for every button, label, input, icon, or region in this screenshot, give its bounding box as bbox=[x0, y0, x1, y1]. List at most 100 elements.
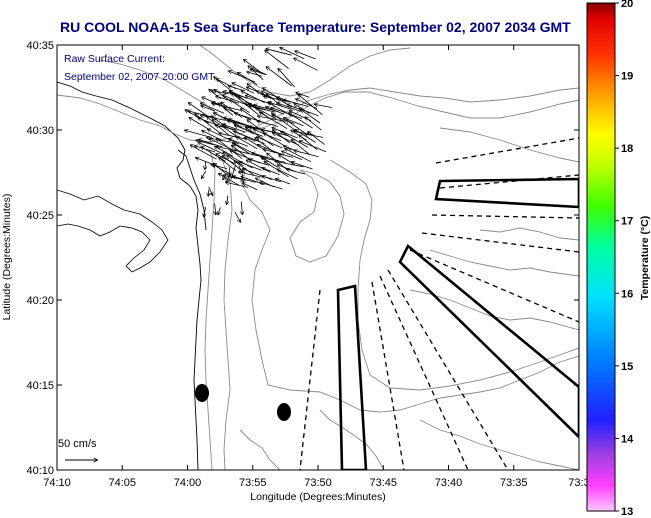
current-vector bbox=[212, 103, 241, 111]
current-vector bbox=[271, 108, 303, 119]
current-vector bbox=[278, 99, 292, 108]
current-vector bbox=[215, 146, 234, 157]
current-vector bbox=[234, 211, 241, 222]
current-vector bbox=[266, 49, 292, 56]
current-vector bbox=[252, 68, 267, 76]
current-vector bbox=[272, 128, 298, 139]
current-vector bbox=[195, 114, 220, 133]
current-vector bbox=[295, 130, 316, 143]
current-vector bbox=[265, 50, 289, 69]
y-tick-label: 40:15 bbox=[26, 380, 54, 392]
x-tick-label: 73:35 bbox=[500, 477, 528, 489]
current-vector bbox=[221, 102, 243, 118]
colorbar-tick-label: 17 bbox=[621, 216, 633, 228]
current-vector bbox=[229, 139, 249, 147]
current-vector bbox=[238, 73, 258, 86]
colorbar-tick-label: 15 bbox=[621, 361, 633, 373]
colorbar-tick-label: 20 bbox=[621, 0, 633, 10]
current-overlay-line1: Raw Surface Current: bbox=[64, 53, 165, 65]
current-vector bbox=[315, 104, 332, 108]
y-tick-label: 40:20 bbox=[26, 295, 54, 307]
x-tick-label: 73:3 bbox=[568, 477, 589, 489]
current-vector bbox=[247, 72, 263, 77]
current-vector bbox=[300, 141, 327, 153]
colorbar-tick-label: 18 bbox=[621, 143, 633, 155]
current-vector bbox=[199, 142, 225, 155]
current-vector bbox=[299, 95, 323, 116]
x-tick-label: 74:10 bbox=[43, 477, 71, 489]
current-vector bbox=[232, 93, 259, 116]
current-vector bbox=[218, 207, 220, 214]
current-vector bbox=[243, 183, 258, 190]
current-vector bbox=[248, 66, 264, 81]
y-tick-label: 40:25 bbox=[26, 210, 54, 222]
colorbar-ticks: 20 19 18 17 16 15 14 13 bbox=[615, 0, 634, 518]
current-vector bbox=[219, 133, 247, 140]
current-vector bbox=[204, 207, 206, 216]
colorbar-tick-label: 14 bbox=[621, 433, 634, 445]
x-tick-label: 73:45 bbox=[369, 477, 397, 489]
current-vector bbox=[202, 170, 207, 178]
current-vector bbox=[257, 121, 279, 127]
current-vector bbox=[273, 130, 291, 144]
station-marker bbox=[277, 403, 291, 421]
y-tick-label: 40:30 bbox=[26, 125, 54, 137]
current-vector bbox=[223, 174, 226, 179]
current-vector bbox=[292, 140, 310, 155]
current-vector bbox=[191, 145, 217, 160]
x-axis-ticks: 74:10 74:05 74:00 73:55 73:50 73:45 73:40 73:35… bbox=[43, 45, 590, 489]
x-tick-label: 73:50 bbox=[304, 477, 332, 489]
current-vector bbox=[276, 179, 291, 185]
colorbar-tick-label: 16 bbox=[621, 288, 633, 300]
current-vector bbox=[216, 96, 240, 104]
current-overlay-line2: September 02, 2007 20:00 GMT bbox=[64, 71, 215, 83]
radar-wedges bbox=[336, 177, 579, 470]
current-vector bbox=[189, 118, 211, 131]
current-vector bbox=[263, 149, 294, 158]
current-vector bbox=[257, 91, 272, 100]
current-vector bbox=[305, 117, 322, 131]
colorbar bbox=[586, 2, 616, 512]
current-vector bbox=[287, 169, 306, 175]
current-vector bbox=[238, 165, 243, 172]
current-vector bbox=[217, 139, 243, 159]
current-vector bbox=[215, 203, 216, 214]
current-vector bbox=[291, 162, 313, 170]
current-vector bbox=[277, 169, 298, 180]
current-vector bbox=[242, 173, 243, 182]
colorbar-label: Temperature (°C) bbox=[639, 216, 651, 301]
current-vector bbox=[254, 105, 280, 113]
current-vector bbox=[241, 201, 242, 215]
current-vector bbox=[280, 48, 305, 60]
current-vector bbox=[258, 116, 286, 122]
current-vector bbox=[272, 113, 297, 132]
current-vector bbox=[308, 132, 325, 145]
current-vector bbox=[295, 51, 316, 60]
y-tick-label: 40:10 bbox=[26, 465, 54, 477]
current-vector bbox=[208, 186, 213, 195]
current-vector bbox=[236, 137, 258, 149]
x-axis-label: Longitude (Degrees:Minutes) bbox=[250, 491, 385, 503]
scale-label: 50 cm/s bbox=[58, 438, 97, 450]
current-vector bbox=[247, 160, 271, 173]
current-vector bbox=[201, 103, 225, 114]
current-vector bbox=[229, 86, 246, 92]
current-vector bbox=[278, 69, 295, 88]
current-vector bbox=[287, 120, 306, 134]
current-vector bbox=[227, 195, 228, 204]
colorbar-tick-label: 13 bbox=[621, 506, 633, 518]
current-vector bbox=[262, 158, 286, 163]
figure-title: RU COOL NOAA-15 Sea Surface Temperature:… bbox=[60, 19, 571, 35]
current-vector bbox=[239, 162, 262, 171]
barrier-spit bbox=[177, 149, 207, 231]
x-tick-label: 73:55 bbox=[239, 477, 267, 489]
map-plot-area bbox=[57, 45, 579, 470]
station-marker bbox=[195, 384, 209, 402]
y-tick-label: 40:35 bbox=[26, 40, 54, 52]
coastline bbox=[57, 81, 202, 470]
current-vector bbox=[232, 83, 255, 94]
current-vector bbox=[296, 93, 310, 98]
y-axis-ticks: 40:35 40:30 40:25 40:20 40:15 40:10 bbox=[26, 40, 579, 477]
current-vector bbox=[226, 182, 249, 188]
